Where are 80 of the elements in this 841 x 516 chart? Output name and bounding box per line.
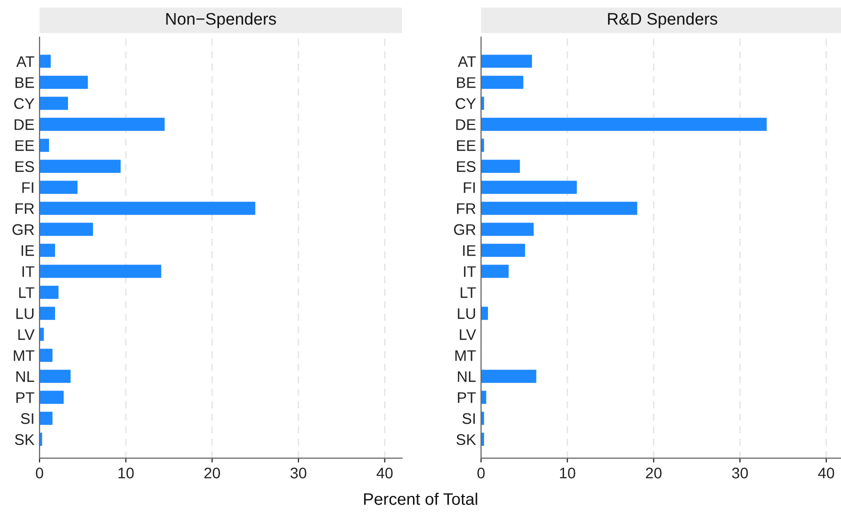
bar — [40, 370, 71, 383]
x-tick-label: 20 — [646, 468, 662, 478]
y-tick-label: GR — [454, 224, 476, 235]
y-tick-label: IT — [464, 266, 476, 277]
y-tick-label: CY — [456, 98, 476, 109]
y-tick-label: LV — [460, 329, 476, 340]
y-tick-label: LU — [16, 308, 34, 319]
y-tick-label: ES — [16, 161, 34, 172]
bar — [40, 222, 94, 236]
y-tick-label: MT — [14, 350, 34, 361]
y-tick-label: ES — [457, 161, 476, 172]
y-tick-label: FI — [22, 182, 34, 193]
bar — [40, 286, 59, 299]
bar — [40, 76, 88, 89]
bar — [40, 160, 121, 173]
bar — [481, 118, 767, 131]
y-tick-label: GR — [12, 224, 34, 235]
y-tick-label: BE — [16, 77, 34, 88]
y-tick-label: EE — [16, 140, 34, 151]
y-tick-label: IE — [463, 245, 476, 256]
y-tick-label: LT — [19, 287, 34, 298]
bar — [481, 306, 488, 320]
bar — [481, 76, 524, 89]
y-tick-label: NL — [16, 371, 34, 382]
bar — [481, 202, 638, 215]
bar — [481, 180, 577, 194]
x-tick-label: 10 — [560, 468, 576, 478]
x-tick-label: 20 — [204, 468, 220, 478]
bar — [481, 370, 536, 383]
bar — [40, 180, 78, 194]
y-tick-label: FR — [457, 203, 476, 214]
y-tick-label: PT — [458, 392, 476, 403]
x-tick-label: 40 — [376, 468, 393, 478]
y-tick-label: IT — [22, 266, 34, 277]
y-tick-label: NL — [458, 371, 476, 382]
x-tick-label: 0 — [36, 468, 44, 478]
bar — [481, 244, 526, 257]
y-tick-label: FR — [16, 203, 34, 214]
y-tick-label: CY — [14, 98, 34, 109]
x-tick-label: 0 — [477, 468, 485, 478]
x-axis-title: Percent of Total — [364, 492, 478, 505]
y-tick-label: SK — [456, 434, 476, 445]
y-tick-label: LU — [458, 308, 476, 319]
y-tick-label: IE — [22, 245, 34, 256]
bar — [40, 264, 162, 278]
y-tick-label: SI — [20, 413, 34, 424]
bar — [481, 222, 534, 236]
bar — [40, 348, 52, 362]
bar — [40, 412, 52, 425]
y-tick-label: AT — [458, 56, 476, 67]
y-tick-label: FI — [464, 182, 475, 193]
y-tick-label: AT — [16, 56, 34, 67]
y-tick-label: MT — [455, 350, 476, 361]
bar — [40, 118, 165, 131]
y-tick-label: DE — [14, 119, 34, 130]
y-tick-label: SI — [462, 413, 475, 424]
bar — [481, 54, 532, 68]
y-tick-label: EE — [457, 140, 476, 151]
y-tick-label: PT — [16, 392, 34, 403]
y-tick-label: DE — [456, 119, 476, 130]
chart-title: R&D Spenders — [608, 12, 718, 28]
x-tick-label: 10 — [118, 468, 134, 478]
bar — [40, 390, 64, 404]
x-tick-label: 40 — [818, 468, 834, 478]
bar — [40, 202, 256, 215]
chart-title: Non−Spenders — [166, 12, 276, 28]
bar — [40, 138, 50, 152]
bar — [40, 54, 51, 68]
y-tick-label: LT — [460, 287, 476, 298]
x-tick-label: 30 — [290, 468, 306, 478]
bar — [40, 328, 44, 341]
bar — [40, 306, 56, 320]
bar — [481, 160, 520, 173]
bar — [40, 96, 68, 110]
y-tick-label: BE — [457, 77, 476, 88]
y-tick-label: SK — [14, 434, 34, 445]
bar — [40, 244, 56, 257]
y-tick-label: LV — [18, 329, 35, 340]
x-tick-label: 30 — [732, 468, 748, 478]
bar — [481, 264, 509, 278]
